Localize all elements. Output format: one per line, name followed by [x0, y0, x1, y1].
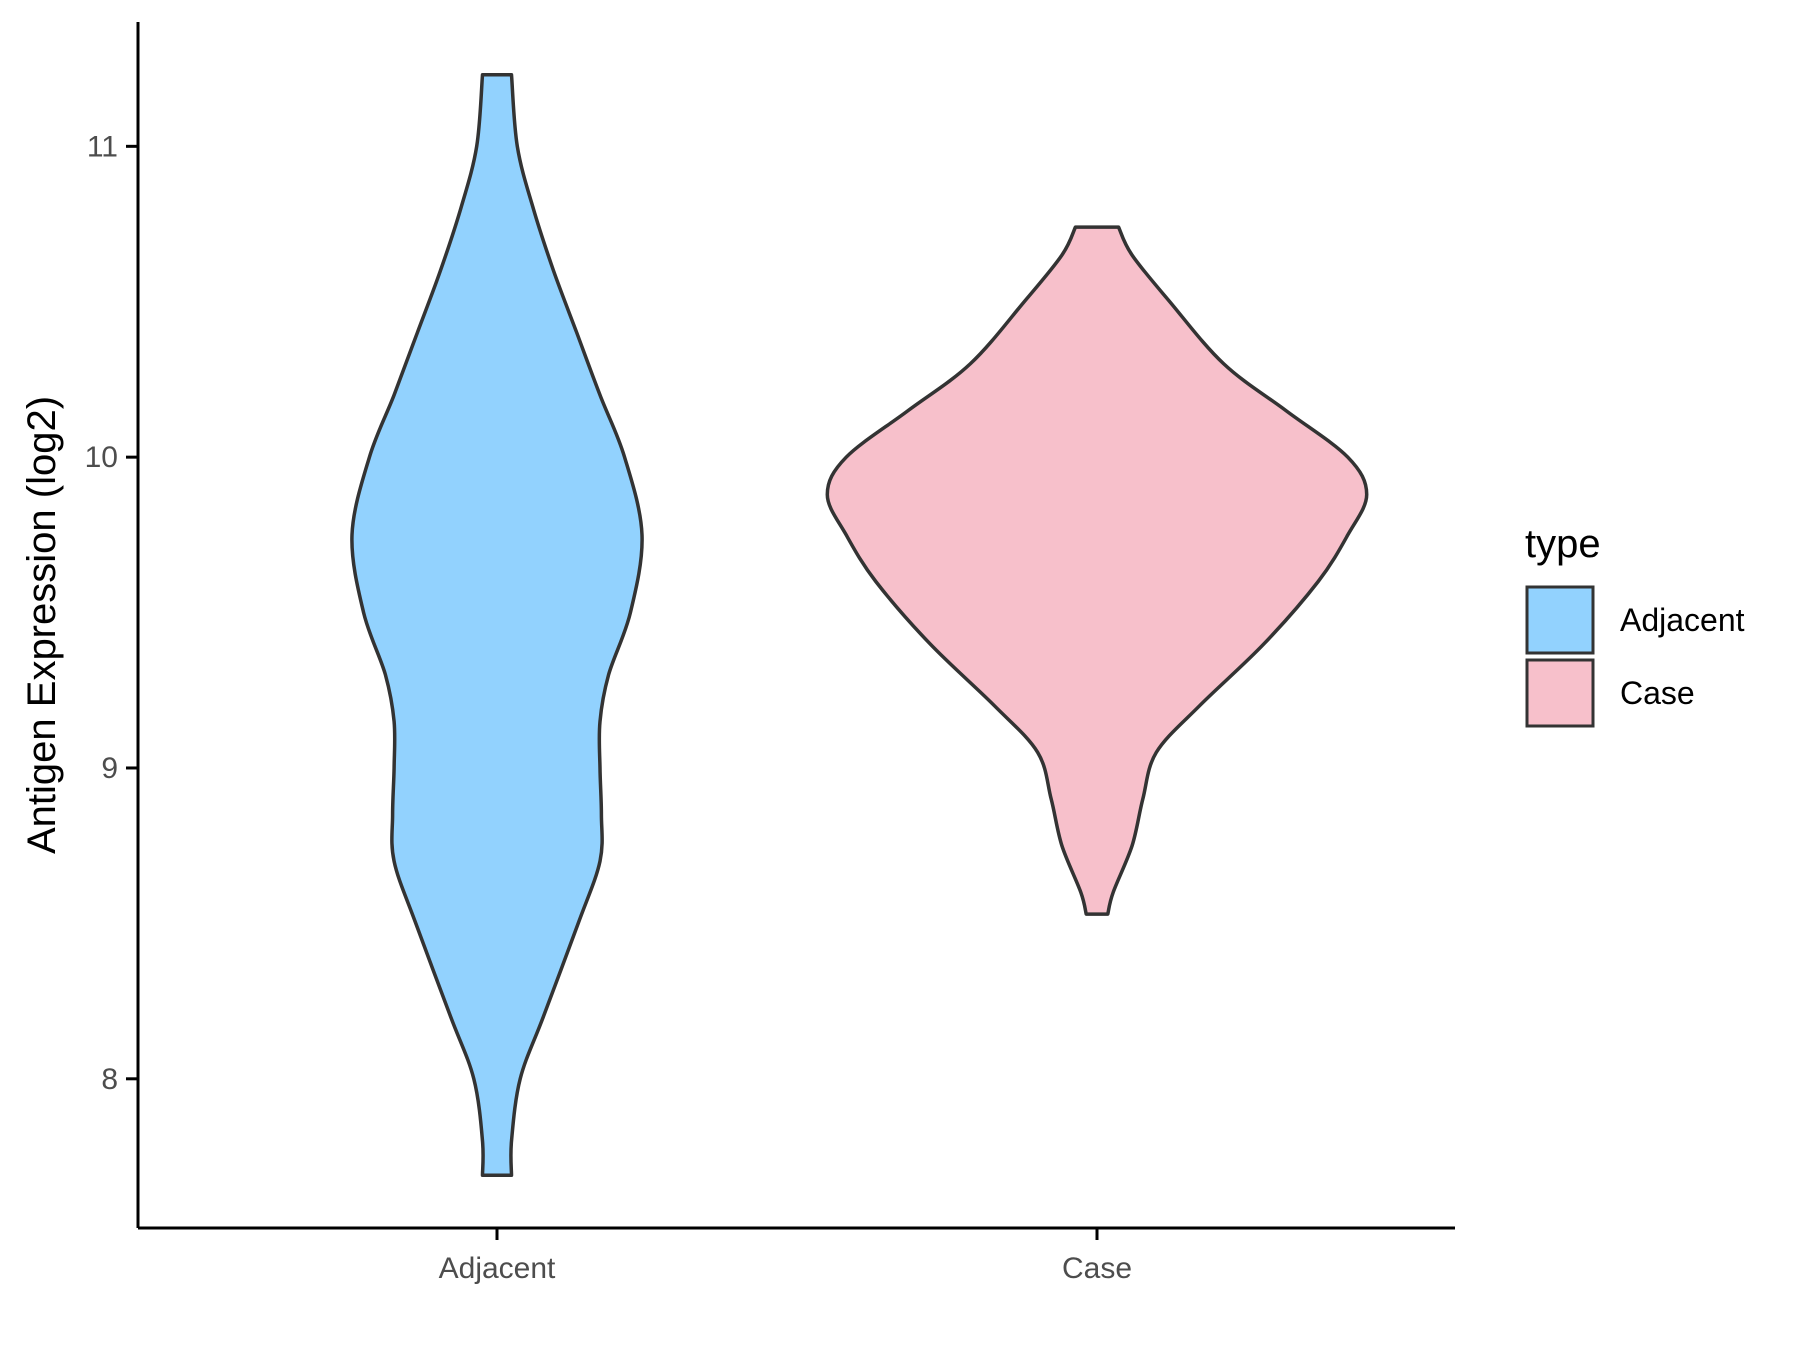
legend-key-case	[1525, 658, 1595, 728]
x-tick-label: Adjacent	[439, 1252, 556, 1285]
legend-key-adjacent	[1525, 585, 1595, 655]
y-tick-label: 9	[101, 752, 118, 785]
violins-layer	[350, 73, 1369, 1177]
y-tick-label: 11	[87, 130, 118, 163]
legend-label-adjacent: Adjacent	[1620, 602, 1745, 638]
y-tick-label: 10	[85, 441, 118, 474]
x-tick-label: Case	[1062, 1252, 1132, 1285]
legend: type Adjacent Case	[1525, 522, 1745, 728]
legend-items: Adjacent Case	[1525, 585, 1745, 728]
violin-adjacent	[350, 73, 644, 1177]
y-axis-title: Antigen Expression (log2)	[20, 396, 64, 854]
y-tick-label: 8	[101, 1063, 118, 1096]
x-axis-ticks: Adjacent Case	[439, 1228, 1132, 1285]
legend-label-case: Case	[1620, 675, 1695, 711]
y-axis-ticks: 8 9 10 11	[85, 130, 138, 1096]
violin-case	[825, 225, 1369, 916]
legend-title: type	[1525, 522, 1601, 566]
